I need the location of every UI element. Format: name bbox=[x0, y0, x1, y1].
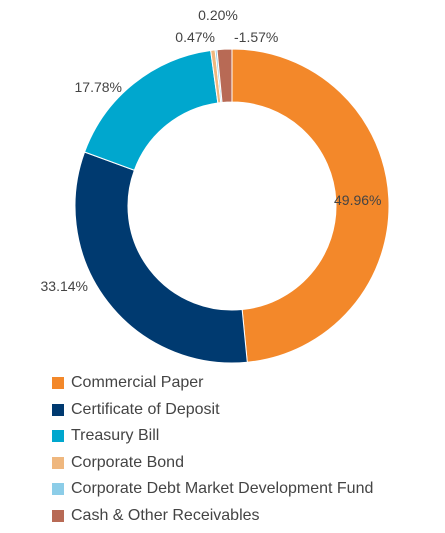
legend-item[interactable]: Corporate Debt Market Development Fund bbox=[52, 476, 373, 503]
legend-label: Corporate Bond bbox=[71, 453, 184, 471]
slice-data-label: 17.78% bbox=[75, 79, 122, 95]
legend-item[interactable]: Treasury Bill bbox=[52, 423, 373, 450]
donut-slice[interactable] bbox=[231, 48, 390, 363]
slice-data-label: -1.57% bbox=[234, 29, 278, 45]
slice-labels: 49.96% 33.14% 17.78% 0.47% 0.20% -1.57% bbox=[41, 7, 382, 294]
legend-item[interactable]: Corporate Bond bbox=[52, 450, 373, 477]
legend-label: Certificate of Deposit bbox=[71, 400, 220, 418]
donut-chart-svg: 49.96% 33.14% 17.78% 0.47% 0.20% -1.57% bbox=[41, 7, 390, 364]
legend-label: Corporate Debt Market Development Fund bbox=[71, 480, 374, 498]
legend-swatch bbox=[52, 377, 64, 390]
legend-swatch bbox=[52, 430, 64, 443]
donut-slice[interactable] bbox=[74, 151, 248, 364]
slice-data-label: 49.96% bbox=[334, 192, 381, 208]
donut-slice[interactable] bbox=[83, 49, 219, 171]
slice-data-label: 0.47% bbox=[175, 29, 215, 45]
chart-legend: Commercial Paper Certificate of Deposit … bbox=[52, 370, 373, 529]
legend-label: Cash & Other Receivables bbox=[71, 506, 260, 524]
slice-data-label: 0.20% bbox=[198, 7, 238, 23]
legend-label: Commercial Paper bbox=[71, 374, 204, 392]
donut-slice[interactable] bbox=[216, 48, 233, 104]
legend-item[interactable]: Certificate of Deposit bbox=[52, 397, 373, 424]
legend-swatch bbox=[52, 483, 64, 496]
slice-data-label: 33.14% bbox=[41, 278, 88, 294]
legend-item[interactable]: Commercial Paper bbox=[52, 370, 373, 397]
legend-swatch bbox=[52, 509, 64, 522]
donut-slices bbox=[74, 48, 390, 364]
legend-swatch bbox=[52, 403, 64, 416]
legend-item[interactable]: Cash & Other Receivables bbox=[52, 503, 373, 530]
legend-swatch bbox=[52, 456, 64, 469]
legend-label: Treasury Bill bbox=[71, 427, 160, 445]
